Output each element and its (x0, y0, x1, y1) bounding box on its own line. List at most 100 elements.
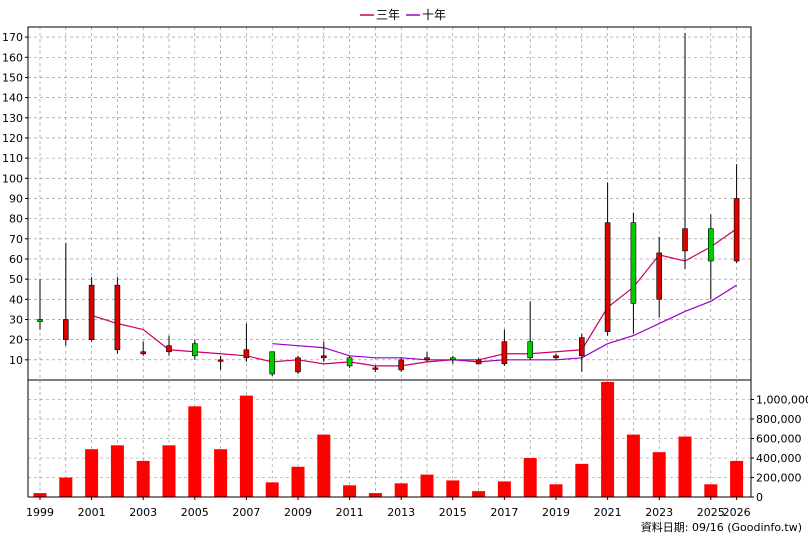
candle-body (62, 319, 69, 340)
volume-tick-label: 1,000,000 (756, 394, 808, 407)
x-tick-label: 2017 (490, 506, 518, 519)
x-tick-label: 2007 (232, 506, 260, 519)
price-tick-label: 150 (2, 71, 23, 84)
price-tick-label: 140 (2, 92, 23, 105)
candle-2017 (501, 329, 508, 366)
candle-body (320, 355, 327, 359)
candle-body (656, 252, 663, 300)
volume-bars (33, 381, 744, 497)
candle-body (243, 349, 250, 359)
price-tick-label: 50 (9, 273, 23, 286)
candle-body (269, 351, 276, 375)
x-tick-label: 1999 (26, 506, 54, 519)
candle-body (37, 319, 43, 322)
price-y-axis: 10 20 30 40 50 60 70 80 90 100 110 120 130 140 150 160 1… (2, 31, 28, 367)
volume-bar-2008 (265, 482, 279, 497)
candle-2024 (682, 33, 688, 270)
volume-bar-2025 (704, 484, 718, 497)
x-tick-label: 2025 (697, 506, 725, 519)
candle-body (475, 359, 482, 365)
price-tick-label: 30 (9, 313, 23, 326)
volume-bar-2000 (59, 477, 73, 497)
price-tick-label: 40 (9, 293, 23, 306)
candle-2001 (88, 277, 95, 342)
price-tick-label: 70 (9, 233, 23, 246)
candle-2010 (320, 341, 327, 362)
x-tick-label: 2001 (78, 506, 106, 519)
candle-2012 (372, 365, 379, 372)
candle-body (114, 284, 121, 351)
candle-2022 (630, 212, 637, 334)
candle-2026 (733, 164, 740, 264)
volume-bar-2019 (549, 484, 563, 497)
volume-tick-label: 200,000 (756, 472, 802, 485)
volume-tick-label: 400,000 (756, 452, 802, 465)
candle-2023 (656, 236, 663, 318)
volume-bar-2021 (601, 381, 615, 497)
candle-2007 (243, 323, 250, 362)
volume-bar-2024 (678, 436, 692, 497)
candle-2006 (217, 355, 224, 370)
candle-body (630, 222, 637, 304)
candle-body (578, 337, 585, 357)
x-tick-label: 2023 (645, 506, 673, 519)
candle-2016 (475, 357, 482, 365)
candle-body (553, 355, 559, 359)
volume-y-axis: 0 200,000 400,000 600,000 800,000 1,000,000 (751, 394, 808, 504)
x-tick-label: 2005 (181, 506, 209, 519)
volume-bar-2015 (446, 480, 460, 497)
price-tick-label: 60 (9, 253, 23, 266)
candle-body (449, 357, 456, 361)
price-tick-label: 120 (2, 132, 23, 145)
volume-bar-2009 (291, 466, 305, 497)
x-tick-label: 2026 (723, 506, 751, 519)
volume-bar-2011 (343, 485, 357, 497)
price-tick-label: 110 (2, 152, 23, 165)
x-tick-label: 2013 (387, 506, 415, 519)
candle-body (501, 341, 508, 365)
candle-2020 (578, 333, 585, 372)
volume-bar-2013 (394, 483, 408, 497)
volume-bar-2016 (472, 491, 486, 497)
x-tick-label: 2011 (336, 506, 364, 519)
volume-bar-2017 (497, 481, 511, 497)
price-tick-label: 130 (2, 112, 23, 125)
candle-body (88, 284, 95, 340)
candle-body (346, 357, 353, 367)
volume-bar-2026 (730, 460, 744, 497)
candle-2000 (62, 242, 69, 346)
volume-bar-2022 (626, 434, 640, 497)
candle-2014 (424, 351, 430, 362)
source-note: 資料日期: 09/16 (Goodinfo.tw) (641, 520, 802, 534)
candle-body (604, 222, 611, 332)
candle-body (295, 357, 301, 373)
candle-body (527, 341, 534, 359)
candle-2008 (269, 351, 276, 376)
volume-bar-2001 (85, 449, 99, 497)
volume-bar-2010 (317, 434, 331, 497)
legend-label-ma10: 十年 (422, 8, 446, 22)
candle-2004 (166, 335, 172, 356)
price-panel: 10 20 30 40 50 60 70 80 90 100 110 120 130 140 150 160 1… (2, 26, 752, 381)
candle-2009 (295, 355, 301, 374)
candle-body (166, 345, 172, 353)
price-tick-label: 100 (2, 172, 23, 185)
candle-body (682, 228, 688, 252)
candle-2018 (527, 301, 534, 360)
price-tick-label: 20 (9, 334, 23, 347)
x-tick-label: 2021 (594, 506, 622, 519)
candle-body (707, 228, 714, 262)
volume-bar-2007 (239, 395, 253, 497)
candle-body (192, 343, 198, 357)
volume-tick-label: 800,000 (756, 413, 802, 426)
price-tick-label: 10 (9, 354, 23, 367)
candle-body (398, 359, 405, 371)
price-tick-label: 90 (9, 192, 23, 205)
volume-panel: 0 200,000 400,000 600,000 800,000 1,000,000 1… (26, 380, 808, 519)
volume-bar-2014 (420, 474, 434, 497)
candle-2015 (449, 355, 456, 364)
candle-2005 (192, 339, 198, 360)
price-grid (28, 27, 751, 380)
